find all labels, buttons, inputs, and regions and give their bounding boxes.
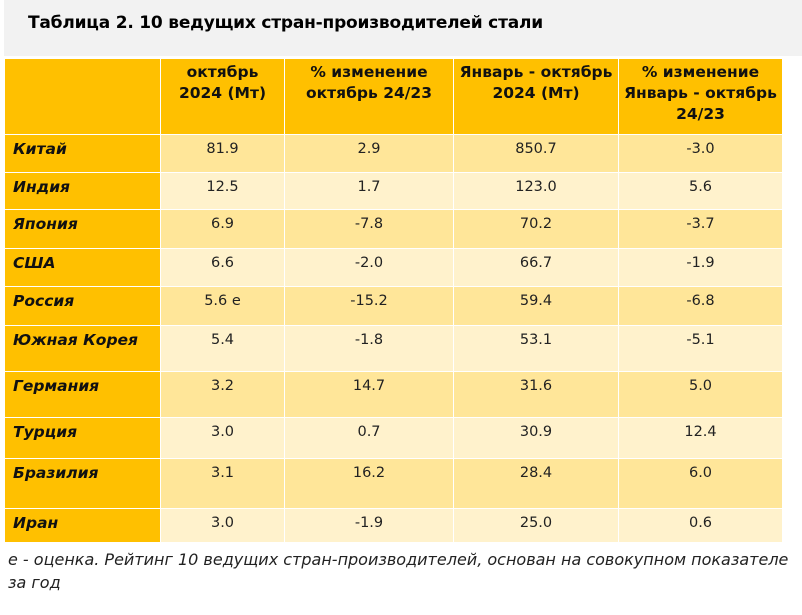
table-row: Иран 3.0 -1.9 25.0 0.6	[4, 508, 783, 543]
oct-change-value: 1.7	[284, 172, 454, 210]
ytd-change-value: -1.9	[618, 248, 783, 287]
ytd-value: 53.1	[453, 325, 619, 372]
ytd-value: 31.6	[453, 371, 619, 418]
header-corner	[4, 58, 161, 135]
country-cell: Япония	[4, 209, 161, 249]
oct-value: 6.9	[160, 209, 285, 249]
ytd-value: 850.7	[453, 134, 619, 173]
oct-value: 81.9	[160, 134, 285, 173]
ytd-value: 66.7	[453, 248, 619, 287]
footnote: е - оценка. Рейтинг 10 ведущих стран-про…	[8, 550, 789, 592]
country-cell: Индия	[4, 172, 161, 210]
oct-change-value: -7.8	[284, 209, 454, 249]
ytd-value: 70.2	[453, 209, 619, 249]
table-row: Бразилия 3.1 16.2 28.4 6.0	[4, 458, 783, 509]
table-row: Китай 81.9 2.9 850.7 -3.0	[4, 134, 783, 173]
oct-value: 5.4	[160, 325, 285, 372]
oct-value: 3.0	[160, 417, 285, 459]
table-row: Южная Корея 5.4 -1.8 53.1 -5.1	[4, 325, 783, 372]
header-row: октябрь 2024 (Мт) % изменение октябрь 24…	[4, 58, 783, 135]
country-cell: США	[4, 248, 161, 287]
oct-value: 12.5	[160, 172, 285, 210]
table-row: Германия 3.2 14.7 31.6 5.0	[4, 371, 783, 418]
ytd-change-value: -5.1	[618, 325, 783, 372]
title-bar: Таблица 2. 10 ведущих стран-производител…	[4, 0, 802, 56]
country-cell: Россия	[4, 286, 161, 326]
oct-value: 6.6	[160, 248, 285, 287]
ytd-value: 30.9	[453, 417, 619, 459]
table-row: Япония 6.9 -7.8 70.2 -3.7	[4, 209, 783, 249]
ytd-value: 123.0	[453, 172, 619, 210]
country-cell: Китай	[4, 134, 161, 173]
oct-change-value: 0.7	[284, 417, 454, 459]
oct-value: 3.1	[160, 458, 285, 509]
oct-change-value: -1.8	[284, 325, 454, 372]
country-cell: Иран	[4, 508, 161, 543]
oct-change-value: 16.2	[284, 458, 454, 509]
header-oct: октябрь 2024 (Мт)	[160, 58, 285, 135]
oct-value: 5.6 е	[160, 286, 285, 326]
header-oct-change: % изменение октябрь 24/23	[284, 58, 454, 135]
ytd-value: 28.4	[453, 458, 619, 509]
ytd-change-value: -3.0	[618, 134, 783, 173]
ytd-change-value: 0.6	[618, 508, 783, 543]
oct-value: 3.0	[160, 508, 285, 543]
table-row: Индия 12.5 1.7 123.0 5.6	[4, 172, 783, 210]
table-row: США 6.6 -2.0 66.7 -1.9	[4, 248, 783, 287]
ytd-change-value: 5.0	[618, 371, 783, 418]
table-row: Россия 5.6 е -15.2 59.4 -6.8	[4, 286, 783, 326]
ytd-change-value: -3.7	[618, 209, 783, 249]
oct-change-value: 2.9	[284, 134, 454, 173]
oct-change-value: -15.2	[284, 286, 454, 326]
oct-change-value: -1.9	[284, 508, 454, 543]
steel-producers-table: октябрь 2024 (Мт) % изменение октябрь 24…	[4, 58, 783, 543]
header-ytd-change: % изменение Январь - октябрь 24/23	[618, 58, 783, 135]
ytd-change-value: 6.0	[618, 458, 783, 509]
header-ytd: Январь - октябрь 2024 (Мт)	[453, 58, 619, 135]
country-cell: Бразилия	[4, 458, 161, 509]
country-cell: Южная Корея	[4, 325, 161, 372]
ytd-value: 59.4	[453, 286, 619, 326]
ytd-change-value: -6.8	[618, 286, 783, 326]
ytd-change-value: 12.4	[618, 417, 783, 459]
country-cell: Германия	[4, 371, 161, 418]
table-title: Таблица 2. 10 ведущих стран-производител…	[28, 13, 543, 33]
ytd-value: 25.0	[453, 508, 619, 543]
country-cell: Турция	[4, 417, 161, 459]
table-row: Турция 3.0 0.7 30.9 12.4	[4, 417, 783, 459]
table-body: Китай 81.9 2.9 850.7 -3.0 Индия 12.5 1.7 123.0 5.…	[4, 134, 783, 543]
ytd-change-value: 5.6	[618, 172, 783, 210]
oct-value: 3.2	[160, 371, 285, 418]
oct-change-value: -2.0	[284, 248, 454, 287]
oct-change-value: 14.7	[284, 371, 454, 418]
